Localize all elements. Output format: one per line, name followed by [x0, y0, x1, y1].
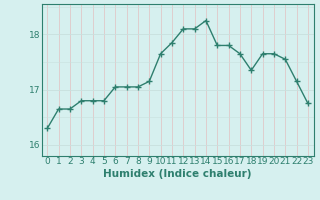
X-axis label: Humidex (Indice chaleur): Humidex (Indice chaleur)	[103, 169, 252, 179]
